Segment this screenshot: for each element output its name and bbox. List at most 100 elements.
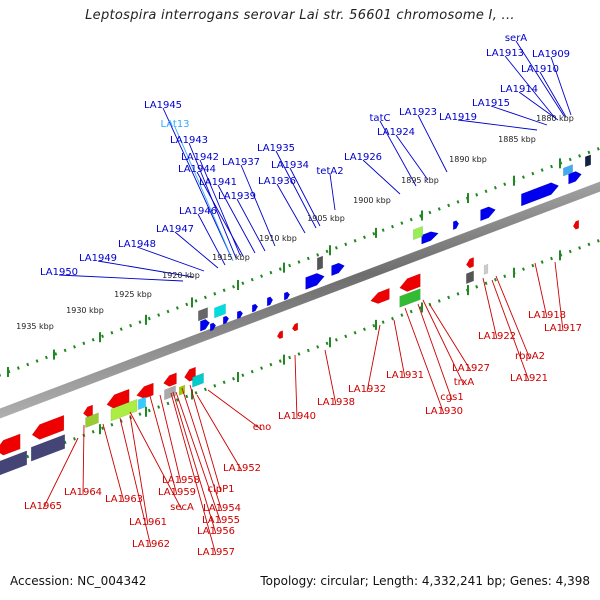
leader-la1932 bbox=[366, 324, 381, 393]
label-la1945[interactable]: LA1945 bbox=[144, 100, 182, 111]
label-la1932[interactable]: LA1932 bbox=[348, 384, 386, 395]
label-la1913[interactable]: LA1913 bbox=[486, 48, 524, 59]
label-la1923[interactable]: LA1923 bbox=[399, 107, 437, 118]
leader-rbpa2 bbox=[495, 275, 531, 360]
label-teta2[interactable]: tetA2 bbox=[316, 166, 343, 177]
label-la1943[interactable]: LA1943 bbox=[170, 135, 208, 146]
label-la1952[interactable]: LA1952 bbox=[223, 463, 261, 474]
gene-features bbox=[0, 154, 592, 476]
label-la1937[interactable]: LA1937 bbox=[222, 157, 260, 168]
forward-gene bbox=[200, 319, 211, 332]
label-la1914[interactable]: LA1914 bbox=[500, 84, 538, 95]
label-la1944[interactable]: LA1944 bbox=[178, 164, 216, 175]
label-la1956[interactable]: LA1956 bbox=[197, 526, 235, 537]
leader-la1944 bbox=[196, 171, 244, 257]
leader-la1936 bbox=[276, 183, 306, 234]
label-cgs1[interactable]: cgs1 bbox=[440, 392, 463, 403]
label-rbpa2[interactable]: rbpA2 bbox=[515, 351, 545, 362]
tick-label-1935-kbp: 1935 kbp bbox=[16, 322, 54, 331]
tick-label-1915-kbp: 1915 kbp bbox=[212, 253, 250, 262]
leader-la1961 bbox=[129, 414, 149, 526]
reverse-gene bbox=[163, 372, 177, 387]
leader-la1938 bbox=[324, 349, 337, 406]
reverse-gene-dark bbox=[30, 434, 66, 462]
label-eno[interactable]: eno bbox=[253, 422, 272, 433]
leader-la1943 bbox=[188, 142, 237, 259]
label-seca[interactable]: secA bbox=[170, 502, 194, 513]
tick-label-1900-kbp: 1900 kbp bbox=[353, 196, 391, 205]
label-la1909[interactable]: LA1909 bbox=[532, 49, 570, 60]
label-la1934[interactable]: LA1934 bbox=[271, 160, 309, 171]
label-la1924[interactable]: LA1924 bbox=[377, 127, 415, 138]
reverse-gene-cyan bbox=[192, 372, 204, 388]
tick-label-1910-kbp: 1910 kbp bbox=[259, 234, 297, 243]
label-la1962[interactable]: LA1962 bbox=[132, 539, 170, 550]
label-la1963[interactable]: LA1963 bbox=[105, 494, 143, 505]
reverse-gene bbox=[465, 257, 474, 269]
label-la1955[interactable]: LA1955 bbox=[202, 515, 240, 526]
label-la1910[interactable]: LA1910 bbox=[521, 64, 559, 75]
leader-la1921 bbox=[491, 279, 530, 382]
label-la1957[interactable]: LA1957 bbox=[197, 547, 235, 558]
label-la1917[interactable]: LA1917 bbox=[544, 323, 582, 334]
leader-clpp1 bbox=[189, 384, 222, 493]
label-la1948[interactable]: LA1948 bbox=[118, 239, 156, 250]
label-la1954[interactable]: LA1954 bbox=[203, 503, 241, 514]
leader-la1950 bbox=[58, 274, 184, 282]
label-la1949[interactable]: LA1949 bbox=[79, 253, 117, 264]
tick-label-1905-kbp: 1905 kbp bbox=[307, 214, 345, 223]
leader-sera bbox=[515, 40, 565, 117]
label-la1938[interactable]: LA1938 bbox=[317, 397, 355, 408]
forward-gene bbox=[452, 220, 460, 231]
leader-la1926 bbox=[362, 159, 401, 195]
label-tatc[interactable]: tatC bbox=[370, 113, 391, 124]
label-la1947[interactable]: LA1947 bbox=[156, 224, 194, 235]
leader-teta2 bbox=[329, 173, 336, 211]
label-la1950[interactable]: LA1950 bbox=[40, 267, 78, 278]
label-la1918[interactable]: LA1918 bbox=[528, 310, 566, 321]
forward-gene-green bbox=[413, 225, 423, 241]
label-la1921[interactable]: LA1921 bbox=[510, 373, 548, 384]
label-la1919[interactable]: LA1919 bbox=[439, 112, 477, 123]
label-la1941[interactable]: LA1941 bbox=[199, 177, 237, 188]
label-la1961[interactable]: LA1961 bbox=[129, 517, 167, 528]
leader-la1931 bbox=[393, 319, 406, 379]
leader-la1914 bbox=[518, 91, 559, 121]
leader-la1955 bbox=[175, 391, 222, 524]
label-la1927[interactable]: LA1927 bbox=[452, 363, 490, 374]
label-la1926[interactable]: LA1926 bbox=[344, 152, 382, 163]
label-la1965[interactable]: LA1965 bbox=[24, 501, 62, 512]
forward-gene-dark bbox=[584, 154, 592, 168]
label-la1940[interactable]: LA1940 bbox=[278, 411, 316, 422]
leader-la1945 bbox=[162, 107, 233, 260]
forward-gene bbox=[251, 303, 259, 313]
leader-la1924 bbox=[395, 134, 429, 181]
leader-la1918 bbox=[534, 262, 548, 319]
label-trxa[interactable]: trxA bbox=[454, 377, 475, 388]
label-la1935[interactable]: LA1935 bbox=[257, 143, 295, 154]
label-la1939[interactable]: LA1939 bbox=[218, 191, 256, 202]
reverse-gene bbox=[276, 330, 284, 340]
label-la1946[interactable]: LA1946 bbox=[179, 206, 217, 217]
leader-la1917 bbox=[554, 261, 564, 332]
label-la1930[interactable]: LA1930 bbox=[425, 406, 463, 417]
label-sera[interactable]: serA bbox=[505, 33, 527, 44]
forward-gene bbox=[222, 315, 230, 325]
label-la1936[interactable]: LA1936 bbox=[258, 176, 296, 187]
forward-gene bbox=[283, 291, 291, 301]
label-lat13[interactable]: LAt13 bbox=[160, 119, 189, 130]
forward-gene bbox=[568, 171, 582, 185]
leader-la1956 bbox=[172, 391, 217, 535]
label-la1931[interactable]: LA1931 bbox=[386, 370, 424, 381]
label-la1922[interactable]: LA1922 bbox=[478, 331, 516, 342]
leader-la1952 bbox=[196, 394, 243, 472]
label-la1959[interactable]: LA1959 bbox=[158, 487, 196, 498]
label-la1958[interactable]: LA1958 bbox=[162, 475, 200, 486]
label-clpp1[interactable]: clpP1 bbox=[207, 484, 234, 495]
chromosome-axis bbox=[0, 181, 600, 419]
leader-la1923 bbox=[417, 114, 448, 173]
label-la1915[interactable]: LA1915 bbox=[472, 98, 510, 109]
label-la1942[interactable]: LA1942 bbox=[181, 152, 219, 163]
label-la1964[interactable]: LA1964 bbox=[64, 487, 102, 498]
